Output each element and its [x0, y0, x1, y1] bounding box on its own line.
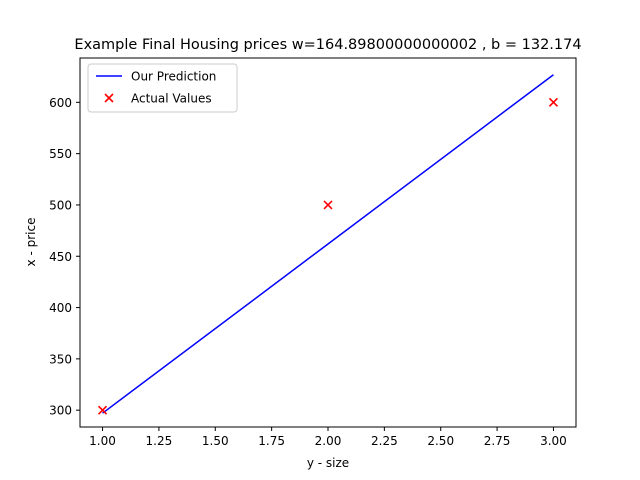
y-axis-label: x - price: [24, 218, 38, 267]
y-tick-label: 450: [49, 250, 72, 264]
prediction-line: [102, 74, 554, 414]
y-tick-label: 500: [49, 198, 72, 212]
y-tick-label: 300: [49, 404, 72, 418]
actual-value-marker: [548, 97, 559, 107]
x-tick-label: 2.00: [315, 434, 342, 448]
actual-value-marker: [97, 405, 108, 415]
y-tick-label: 550: [49, 147, 72, 161]
x-tick-label: 1.50: [202, 434, 229, 448]
legend: Our Prediction Actual Values: [87, 63, 238, 113]
x-tick-label: 1.00: [89, 434, 116, 448]
x-tick-label: 2.75: [484, 434, 511, 448]
data-layer: [97, 74, 559, 415]
x-tick-label: 2.50: [427, 434, 454, 448]
legend-box: [87, 63, 238, 113]
legend-label: Actual Values: [131, 92, 212, 106]
actual-value-marker: [323, 200, 333, 210]
x-tick-label: 1.75: [258, 434, 285, 448]
y-tick-label: 350: [49, 352, 72, 366]
x-axis-label: y - size: [307, 456, 349, 470]
legend-label: Our Prediction: [131, 70, 216, 84]
y-axis: 300 350 400 450 500 550 600: [49, 96, 80, 418]
y-tick-label: 400: [49, 301, 72, 315]
legend-marker-swatch: [104, 93, 114, 103]
x-axis: 1.00 1.25 1.50 1.75 2.00 2.25 2.50 2.75 3.00: [89, 427, 567, 448]
x-tick-label: 3.00: [540, 434, 567, 448]
chart-title: Example Final Housing prices w=164.89800…: [74, 37, 581, 53]
y-tick-label: 600: [49, 96, 72, 110]
x-tick-label: 2.25: [371, 434, 398, 448]
x-tick-label: 1.25: [146, 434, 173, 448]
